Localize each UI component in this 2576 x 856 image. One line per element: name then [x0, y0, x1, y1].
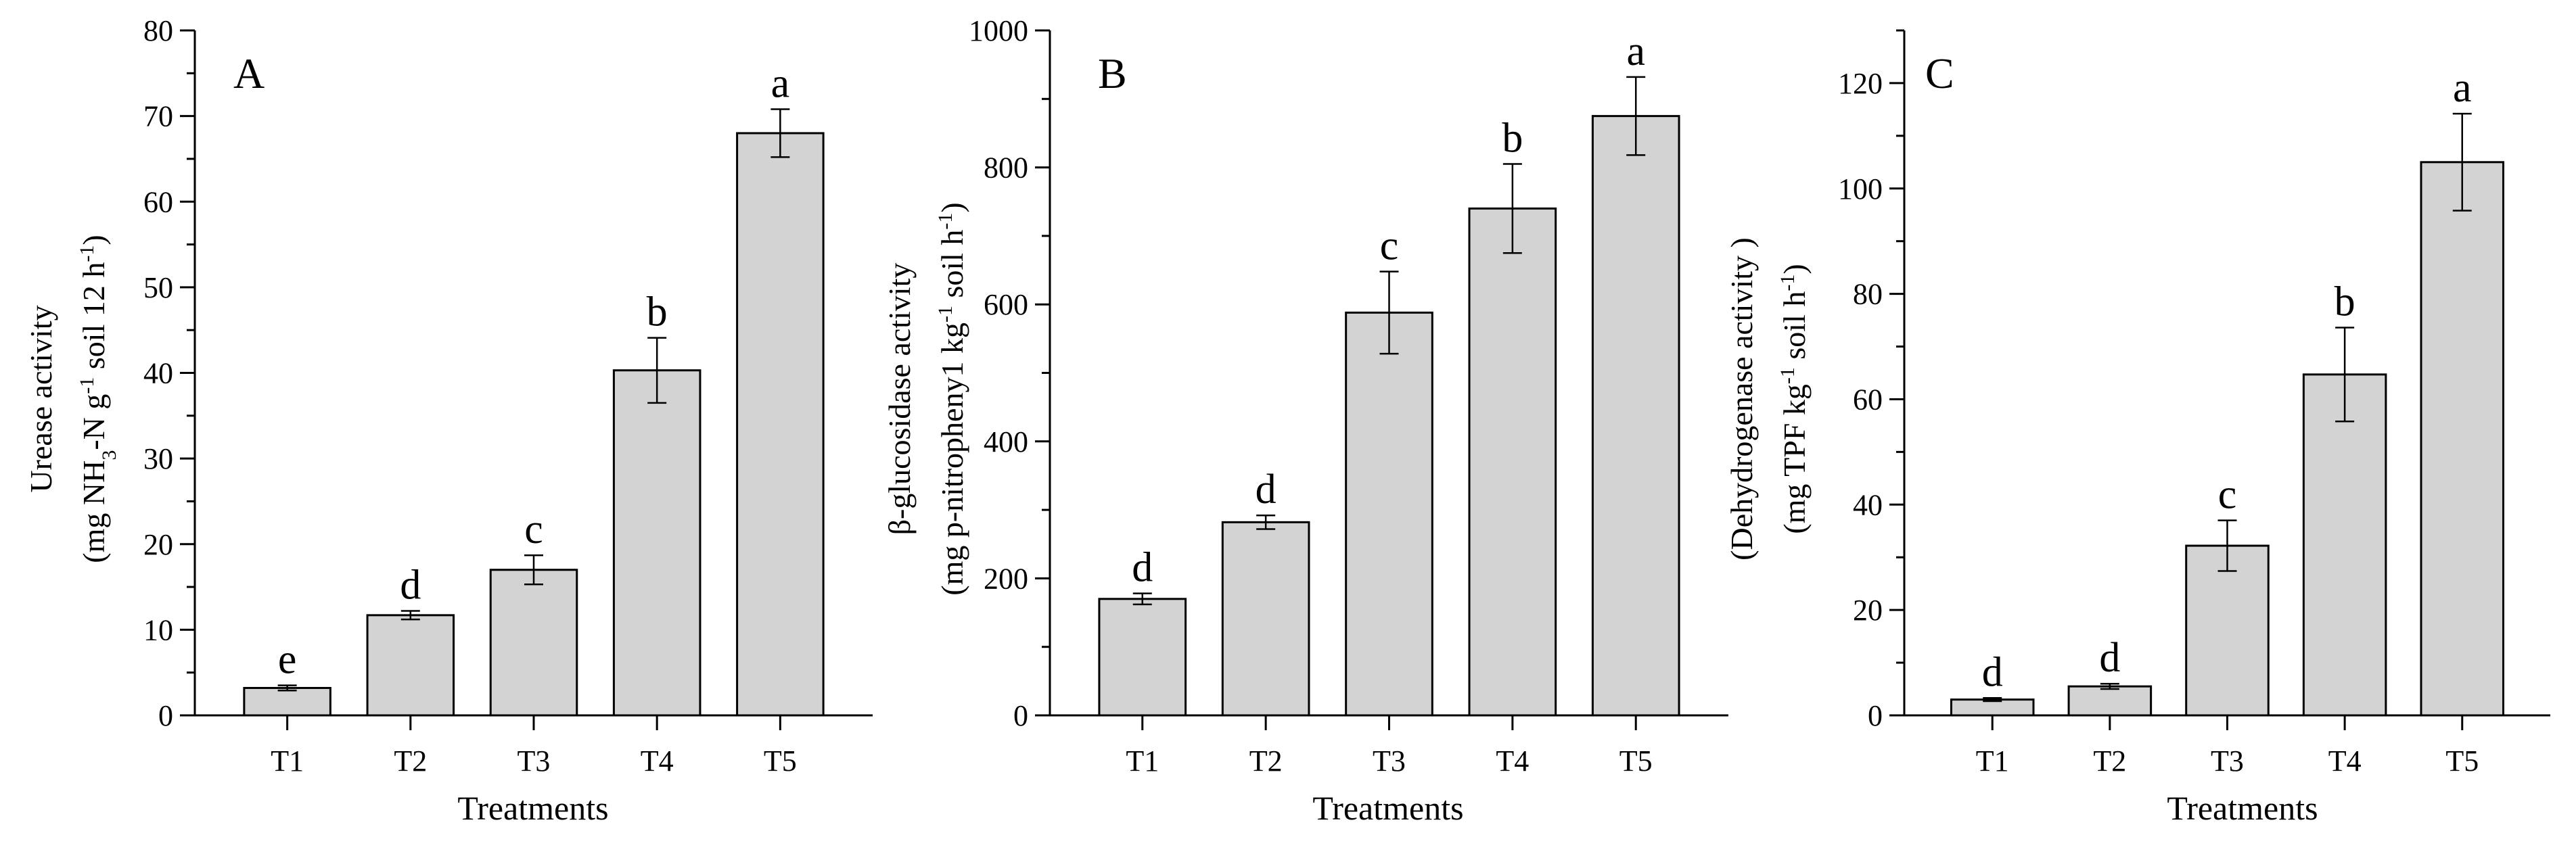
- panel-a-significance-letter-t1: e: [278, 637, 297, 683]
- panel-a-y-tick-label: 70: [143, 100, 173, 133]
- panel-a-bar-t2: [366, 614, 455, 717]
- panel-c-y-tick-label: 60: [1853, 383, 1883, 416]
- panel-b-bar-t5: [1591, 115, 1680, 717]
- panel-c-bar-t5: [2420, 161, 2505, 717]
- panel-a-y-axis-label: Urease activity (mg NH3-N g-1 soil 12 h-…: [24, 235, 120, 563]
- panel-c-bars: d d c b a: [1950, 65, 2505, 717]
- panel-b-bar-t3: [1345, 311, 1433, 717]
- panel-c-significance-letter-t5: a: [2453, 65, 2472, 111]
- panel-c-x-tick-label-t5: T5: [2445, 744, 2479, 778]
- panel-c-y-tick-label: 80: [1853, 278, 1883, 311]
- panel-c-y-tick-label: 100: [1838, 172, 1883, 206]
- panel-b-significance-letter-t2: d: [1256, 467, 1276, 513]
- panel-b-bars: d d c b a: [1098, 28, 1680, 717]
- panel-a-bar-t1: [243, 686, 331, 717]
- panel-c-x-tick-label-t3: T3: [2211, 744, 2244, 778]
- panel-b-y-tick-label: 400: [984, 425, 1028, 458]
- panel-c-x-axis-label: Treatments: [2167, 789, 2318, 827]
- panel-a-significance-letter-t5: a: [771, 60, 790, 106]
- panel-b-y-tick-label: 200: [984, 562, 1028, 595]
- panel-b-y-label-line2: (mg p-nitropheny1 kg-1 soil h-1): [934, 202, 970, 596]
- panel-c: 0 20 40 60 80 100 120 d d c b a T1 T2 T3 T4 T5 C Treat…: [1724, 29, 2550, 827]
- panel-b-significance-letter-t5: a: [1626, 28, 1645, 74]
- panel-a-y-tick-label: 10: [143, 613, 173, 646]
- panel-b-y-tick-label: 600: [984, 288, 1028, 321]
- panel-c-y-tick-label: 120: [1838, 67, 1883, 100]
- panel-b-x-axis-label: Treatments: [1312, 789, 1463, 827]
- panel-c-y-label-line2: (mg TPF kg-1 soil h-1): [1776, 264, 1812, 533]
- panel-b-label: B: [1098, 49, 1127, 97]
- panel-a-bar-t5: [736, 132, 825, 717]
- panel-b-significance-letter-t1: d: [1132, 545, 1153, 591]
- panel-c-x-tick-label-t2: T2: [2093, 744, 2126, 778]
- panel-a-bars: e d c b a: [243, 60, 825, 717]
- panel-a-x-tick-label-t2: T2: [394, 744, 427, 778]
- panel-b-significance-letter-t3: c: [1380, 223, 1399, 269]
- panel-c-label: C: [1925, 49, 1954, 97]
- panel-a-bar-t4: [612, 369, 702, 717]
- panel-c-significance-letter-t4: b: [2334, 279, 2355, 325]
- panel-b-x-tick-label-t3: T3: [1373, 744, 1406, 778]
- panel-b-significance-letter-t4: b: [1502, 116, 1523, 162]
- panel-c-significance-letter-t3: c: [2218, 472, 2237, 518]
- panel-a-x-tick-label-t4: T4: [641, 744, 674, 778]
- panel-a-significance-letter-t4: b: [647, 289, 668, 335]
- panel-a-significance-letter-t3: c: [524, 506, 543, 552]
- panel-b-x-tick-label-t1: T1: [1126, 744, 1159, 778]
- panel-c-y-tick-label: 20: [1853, 594, 1883, 627]
- panel-b-y-tick-label: 800: [984, 151, 1028, 185]
- panel-c-y-tick-label: 0: [1868, 699, 1883, 732]
- panel-a-axes: T1 T2 T3 T4 T5: [193, 30, 873, 778]
- panel-a: 0 10 20 30 40 50 60 70 80 e d c b a T1 T2 T3 T4 T5 A Tre…: [24, 14, 873, 827]
- panel-b-bar-t4: [1468, 207, 1557, 717]
- panel-b-y-ticks: 0 200 400 600 800 1000: [969, 14, 1050, 732]
- panel-c-x-tick-label-t4: T4: [2328, 744, 2362, 778]
- panel-b-axes: T1 T2 T3 T4 T5: [1049, 30, 1728, 778]
- panel-a-y-tick-label: 30: [143, 442, 173, 475]
- panel-c-significance-letter-t2: d: [2099, 635, 2120, 681]
- panel-a-y-tick-label: 80: [143, 14, 173, 47]
- panel-b-x-tick-label-t5: T5: [1619, 744, 1653, 778]
- panel-c-bar-t4: [2302, 373, 2387, 717]
- panel-a-y-label-line1: Urease activity: [24, 305, 58, 492]
- panel-b-bar-t2: [1221, 521, 1310, 717]
- panel-c-y-label-line1: (Dehydrogenase activity ): [1724, 237, 1759, 561]
- panel-a-x-tick-label-t1: T1: [271, 744, 304, 778]
- panel-a-bar-t3: [489, 569, 578, 717]
- panel-a-x-axis-label: Treatments: [457, 789, 608, 827]
- panel-a-y-tick-label: 50: [143, 271, 173, 304]
- panel-c-bar-t2: [2067, 685, 2153, 717]
- panel-c-x-tick-label-t1: T1: [1976, 744, 2009, 778]
- panel-c-significance-letter-t1: d: [1982, 649, 2003, 695]
- panel-a-y-tick-label: 20: [143, 528, 173, 561]
- panel-b-y-tick-label: 1000: [969, 14, 1028, 47]
- panel-a-y-label-line2: (mg NH3-N g-1 soil 12 h-1): [76, 235, 120, 563]
- panel-c-y-tick-label: 40: [1853, 488, 1883, 521]
- panel-a-y-tick-label: 0: [158, 699, 173, 732]
- panel-a-y-tick-label: 60: [143, 185, 173, 218]
- panel-a-y-tick-label: 40: [143, 357, 173, 390]
- panel-a-significance-letter-t2: d: [400, 563, 421, 609]
- panel-a-x-tick-label-t3: T3: [518, 744, 551, 778]
- panel-c-y-axis-label: (Dehydrogenase activity ) (mg TPF kg-1 s…: [1724, 237, 1812, 561]
- panel-b-bar-t1: [1098, 598, 1187, 717]
- panel-b-y-tick-label: 0: [1013, 699, 1028, 732]
- panel-a-label: A: [233, 49, 264, 97]
- panel-b-y-label-line1: β-glucosidase activity: [882, 263, 917, 536]
- panel-a-y-ticks: 0 10 20 30 40 50 60 70 80: [143, 14, 195, 732]
- panel-b: 0 200 400 600 800 1000 d d c b a T1 T2 T3 T4 T5 B Tre…: [882, 14, 1728, 827]
- panel-c-axes: T1 T2 T3 T4 T5: [1903, 30, 2550, 778]
- panel-c-y-ticks: 0 20 40 60 80 100 120: [1838, 29, 1904, 732]
- panel-b-x-tick-label-t2: T2: [1249, 744, 1283, 778]
- panel-a-x-tick-label-t5: T5: [764, 744, 797, 778]
- panel-b-x-tick-label-t4: T4: [1496, 744, 1529, 778]
- panel-b-y-axis-label: β-glucosidase activity (mg p-nitropheny1…: [882, 202, 969, 596]
